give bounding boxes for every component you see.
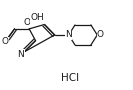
Text: O: O — [23, 18, 30, 27]
Text: O: O — [97, 31, 104, 40]
Text: N: N — [65, 31, 72, 40]
Text: OH: OH — [30, 14, 44, 22]
Text: N: N — [18, 50, 24, 59]
Text: O: O — [1, 37, 9, 46]
Text: HCl: HCl — [61, 73, 80, 83]
